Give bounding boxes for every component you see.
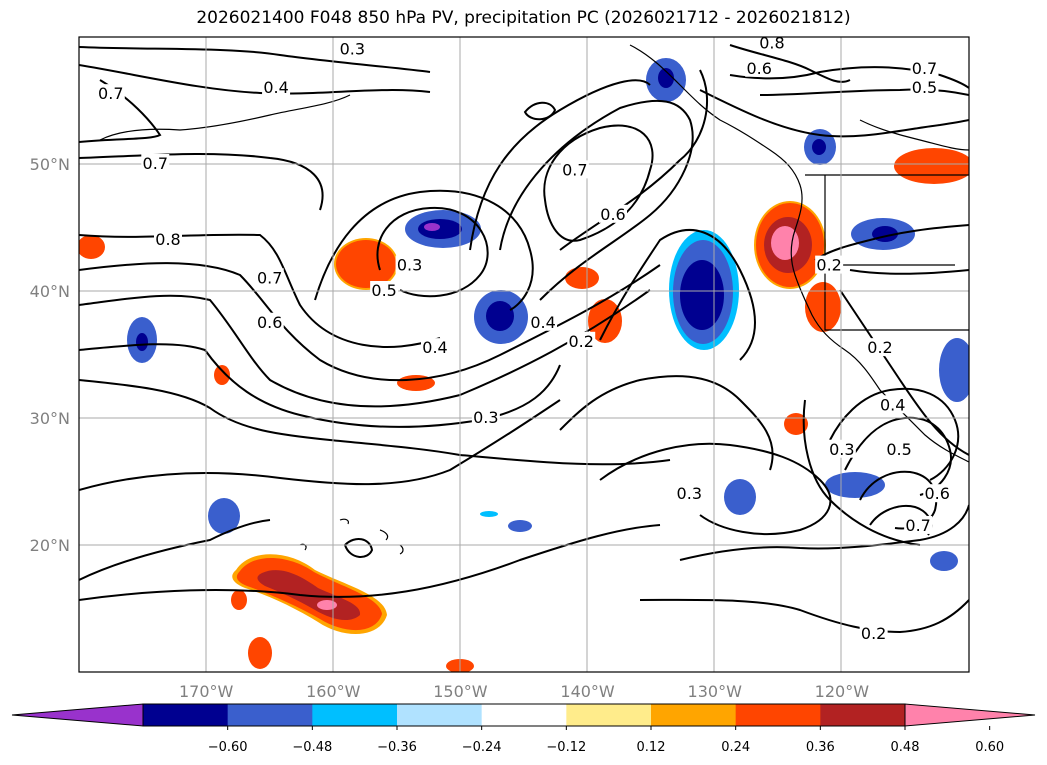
lat-label: 50°N [30,155,70,174]
contour-label: 0.7 [98,84,123,103]
contour-label-bg [560,160,589,179]
colorbar-swatch [143,704,229,726]
colorbar: −0.60 −0.48 −0.36 −0.24 −0.12 0.12 0.24 0.36 0.4… [11,703,1036,755]
contour-label-bg [675,484,704,503]
colorbar-swatch [651,704,737,726]
contour-label: 0.7 [562,160,587,179]
contour-label: 0.6 [257,313,282,332]
colorbar-swatch [312,704,398,726]
contour-label-bg [141,154,170,172]
contour-label: 0.4 [530,313,555,332]
contour-label-bg [255,268,284,287]
contour-label: 0.6 [924,484,949,503]
colorbar-tick-label: −0.24 [462,740,502,755]
colorbar-frame [142,703,906,727]
contour-label-bg [827,439,856,458]
contour-label-bg [745,58,774,77]
contour-label: 0.7 [905,516,930,535]
contour-label-bg [471,408,500,426]
colorbar-swatch [397,704,483,726]
colorbar-tick-label: 0.48 [891,740,920,755]
lon-label: 150°W [433,682,488,701]
contour-label-bg [885,439,914,458]
contour-label-bg [421,338,449,357]
contour-label: 0.4 [263,78,288,97]
colorbar-tick-label: −0.36 [377,740,417,755]
contour-label-bg [529,312,558,331]
contour-label-bg [910,58,939,77]
contour-label-bg [923,484,952,503]
contour-label-bg [370,281,399,299]
contour-label: 0.3 [473,408,498,427]
contour-label: 0.2 [867,338,892,357]
contour-label: 0.8 [155,230,180,249]
contour-label-bg [757,37,786,52]
colorbar-swatch [735,704,821,726]
lon-label: 120°W [815,682,870,701]
map-area [79,37,969,672]
contour-label-bg [904,515,933,534]
contour-label: 0.4 [422,338,447,357]
lat-label: 30°N [30,409,70,428]
lon-label: 160°W [306,682,361,701]
contour-label: 0.3 [340,40,365,59]
colorbar-swatch [566,704,652,726]
lon-label: 130°W [688,682,743,701]
contour-label: 0.3 [677,484,702,503]
contour-label: 0.5 [886,440,911,459]
precip-shading [79,58,969,672]
contour-label: 0.5 [912,78,937,97]
colorbar-swatch [227,704,313,726]
graticule [79,37,969,672]
contour-label-bg [866,338,894,357]
colorbar-extend-high [904,703,1036,727]
contour-label-bg [338,39,367,58]
colorbar-tick-label: −0.12 [546,740,586,755]
colorbar-extend-low [11,703,144,727]
colorbar-tick-label: 0.60 [975,740,1004,755]
colorbar-tick-label: 0.12 [637,740,666,755]
contour-label: 0.7 [143,154,168,173]
map-frame [78,36,970,673]
lon-label: 170°W [179,682,234,701]
map-title: 2026021400 F048 850 hPa PV, precipitatio… [196,8,851,28]
contour-label: 0.2 [568,332,593,351]
contour-label: 0.7 [912,59,937,78]
colorbar-swatch [820,704,906,726]
contour-label-bg [96,84,125,103]
contour-label-bg [255,312,284,331]
colorbar-tick-label: −0.48 [292,740,332,755]
contour-label-bg [910,77,939,96]
contour-label-bg [815,255,844,274]
contour-label: 0.3 [829,440,854,459]
contour-label: 0.6 [600,205,625,224]
contour-label-bg [599,204,627,223]
lat-label: 40°N [30,282,70,301]
contour-label-bg [262,77,291,96]
contour-label: 0.4 [880,395,905,414]
contour-labels: 0.30.40.70.70.80.70.60.50.30.40.70.60.40… [96,33,952,643]
lon-label: 140°W [560,682,615,701]
colorbar-tick-label: −0.60 [208,740,248,755]
pv-contours [79,44,969,634]
contour-label-bg [567,331,596,350]
contour-label-bg [395,255,424,274]
contour-label-bg [878,395,907,414]
latitude-labels: 50°N 40°N 30°N 20°N [30,155,70,555]
contour-label: 0.6 [746,59,771,78]
colorbar-tick-label: 0.36 [806,740,835,755]
contour-label: 0.2 [861,624,886,643]
contour-label: 0.2 [816,256,841,275]
lat-label: 20°N [30,536,70,555]
colorbar-tick-label: 0.24 [721,740,750,755]
contour-label: 0.7 [257,268,282,287]
contour-label: 0.8 [759,33,784,52]
colorbar-swatch [481,704,567,726]
contour-label: 0.5 [371,281,396,300]
contour-label-bg [859,623,888,642]
longitude-labels: 170°W 160°W 150°W 140°W 130°W 120°W [179,682,869,701]
contour-label-bg [154,230,182,249]
contour-label: 0.3 [397,256,422,275]
